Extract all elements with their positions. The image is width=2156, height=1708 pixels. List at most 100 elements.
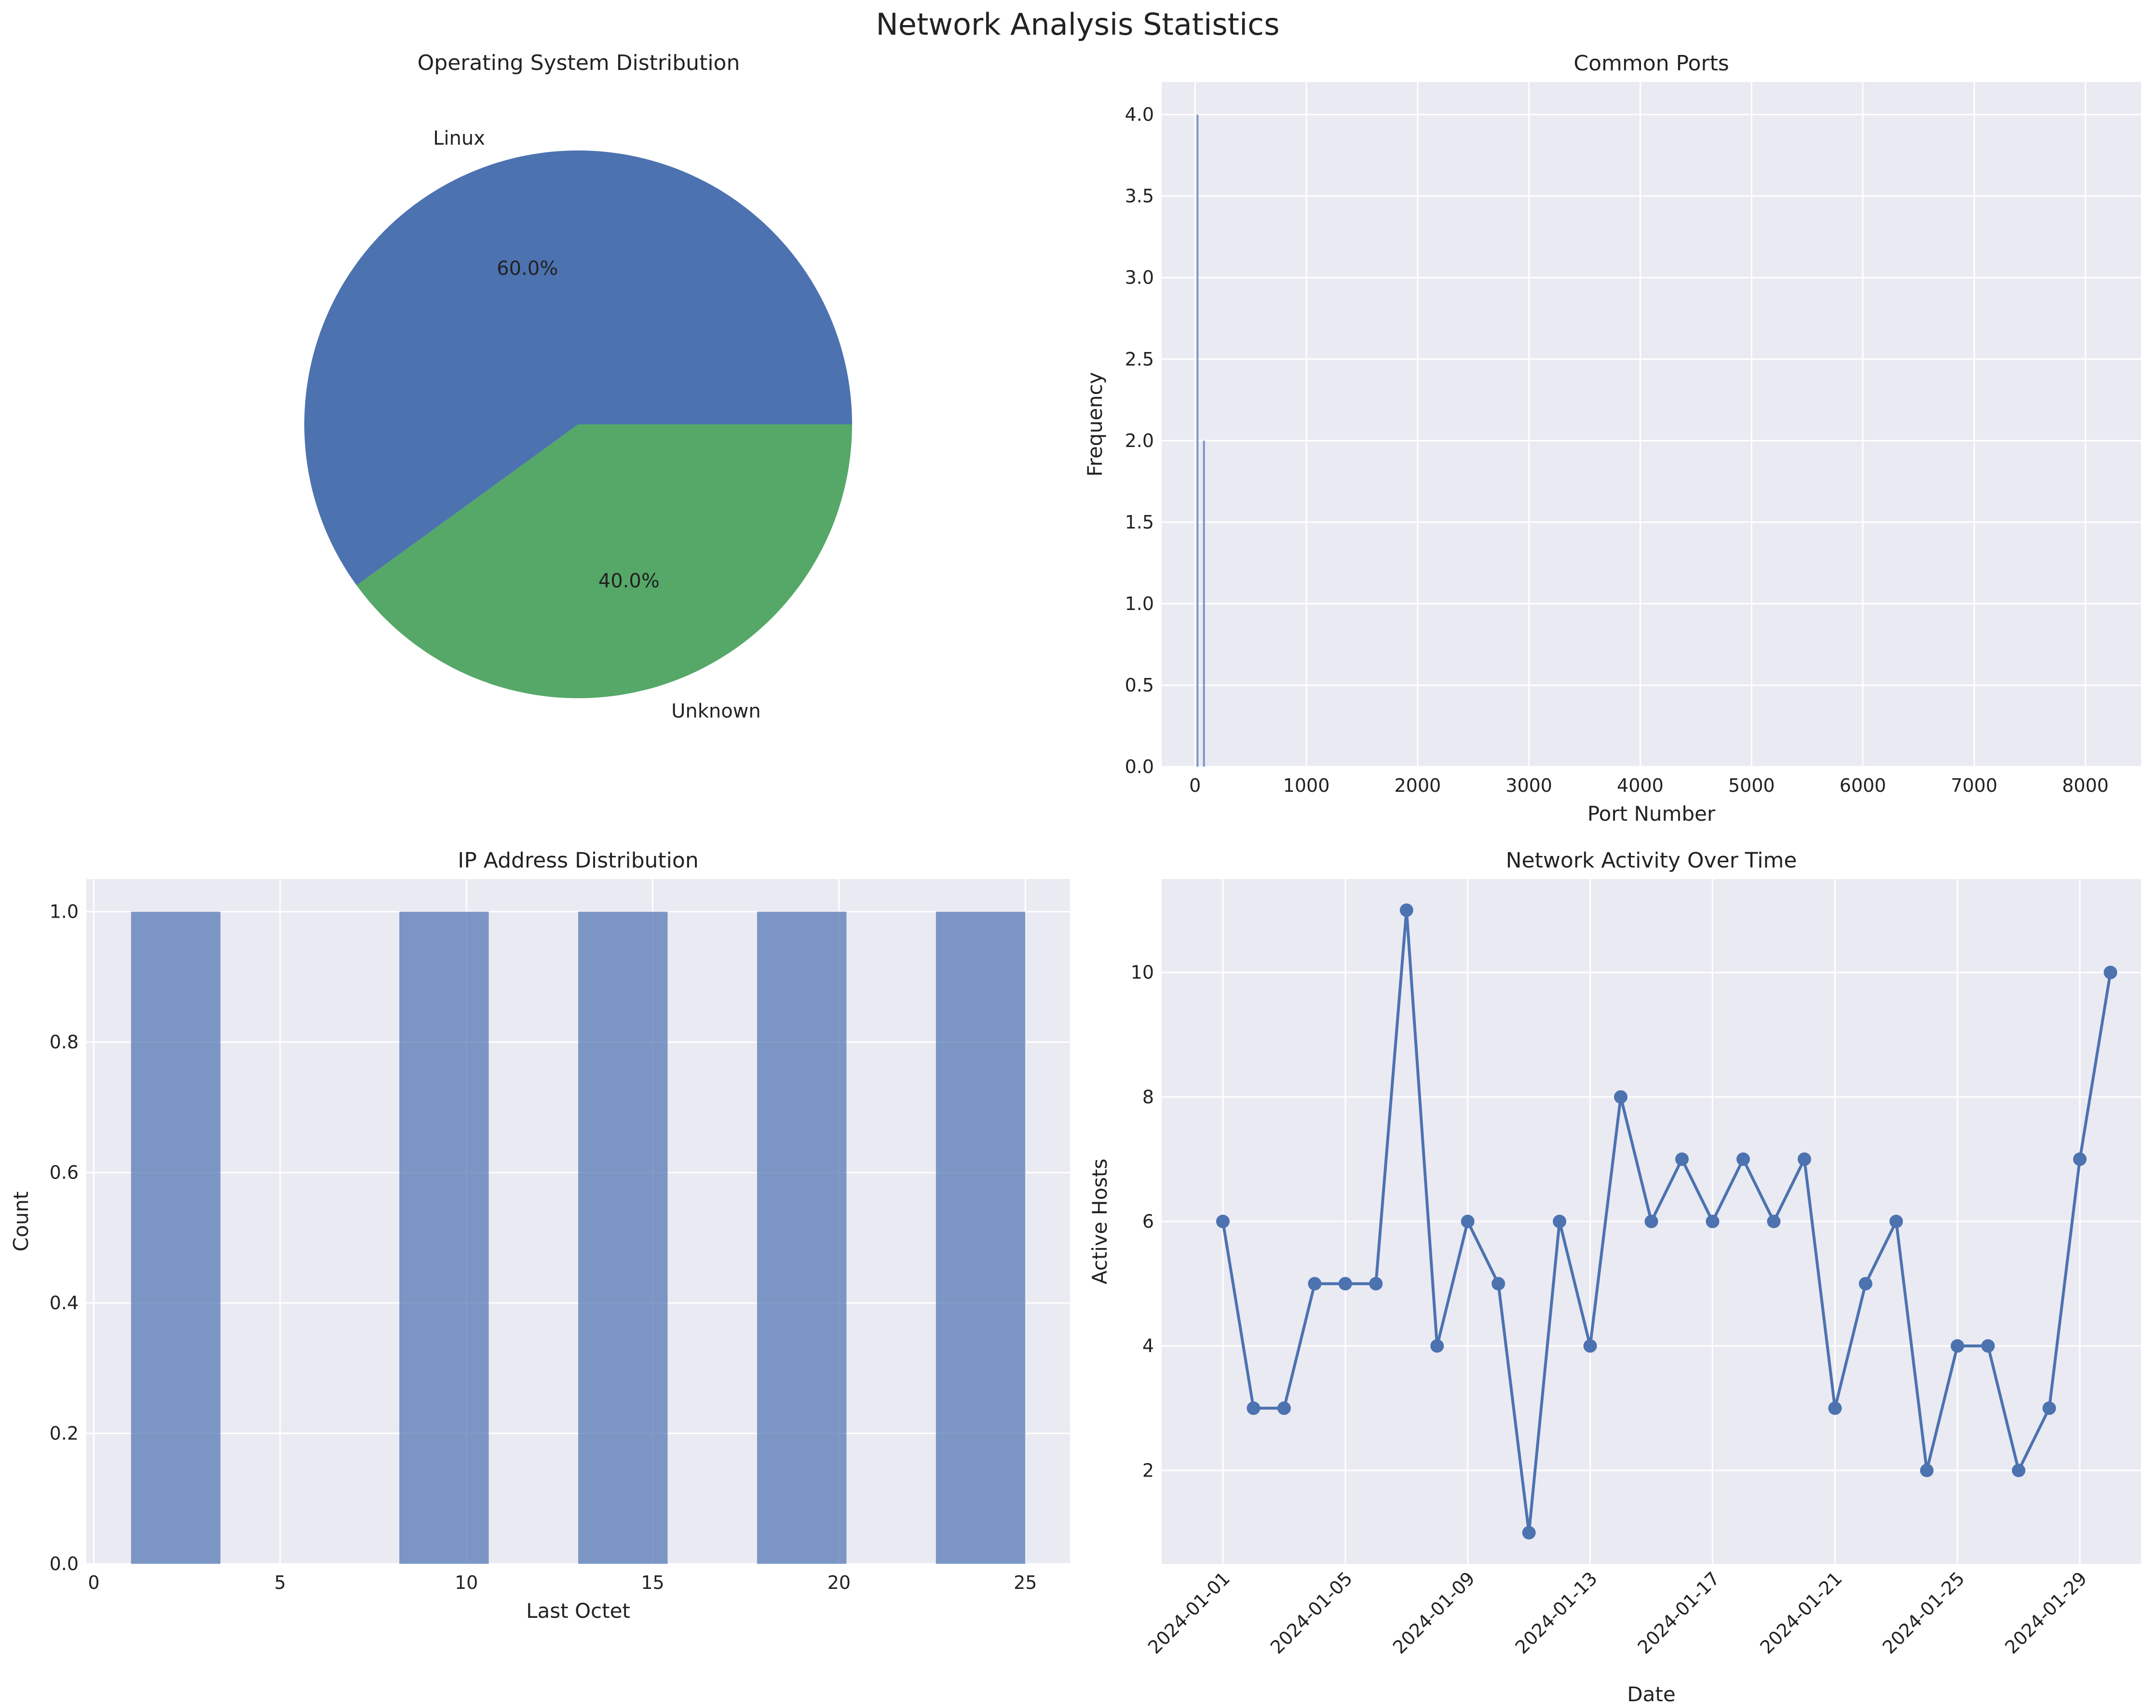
x-tick-label: 25 (1014, 1572, 1037, 1593)
x-tick-label: 10 (455, 1572, 478, 1593)
activity-point (1644, 1215, 1658, 1228)
y-tick-label: 10 (1131, 962, 1154, 983)
activity-point (1951, 1339, 1965, 1353)
y-tick-label: 3.0 (1125, 267, 1154, 288)
ip-histogram-bar (131, 911, 221, 1564)
y-axis-label: Count (9, 1192, 33, 1252)
activity-point (1614, 1090, 1628, 1104)
activity-point (1461, 1215, 1475, 1228)
y-tick-label: 0.5 (1125, 675, 1154, 696)
activity-point (1553, 1215, 1567, 1228)
x-tick-label: 0 (88, 1572, 99, 1593)
x-tick-label: 4000 (1617, 775, 1664, 796)
activity-point (2073, 1152, 2087, 1166)
chart-title: Network Activity Over Time (1506, 848, 1797, 873)
ip-histogram-bar (936, 911, 1026, 1564)
activity-point (1277, 1401, 1291, 1415)
activity-point (1675, 1152, 1689, 1166)
activity-point (1981, 1339, 1995, 1353)
ip-histogram-bar (757, 911, 847, 1564)
x-tick-label: 2024-01-01 (1144, 1568, 1234, 1658)
activity-point (1247, 1401, 1261, 1415)
activity-point (1828, 1401, 1842, 1415)
activity-point (1920, 1464, 1934, 1478)
activity-point (2012, 1464, 2026, 1478)
y-tick-label: 0.4 (50, 1292, 79, 1314)
x-tick-label: 2024-01-09 (1389, 1568, 1479, 1658)
activity-point (1583, 1339, 1597, 1353)
pie-slice-unknown (356, 424, 853, 699)
x-tick-label: 5000 (1728, 775, 1775, 796)
activity-point (1492, 1277, 1505, 1291)
chart-title: Operating System Distribution (418, 51, 740, 75)
y-tick-label: 4.0 (1125, 104, 1154, 125)
y-tick-label: 8 (1142, 1086, 1154, 1108)
y-tick-label: 6 (1142, 1211, 1154, 1232)
x-tick-label: 2024-01-29 (2001, 1568, 2091, 1658)
y-tick-label: 2.0 (1125, 430, 1154, 451)
pie-label: Linux (433, 127, 485, 149)
y-tick-label: 0.0 (50, 1553, 79, 1574)
y-axis-label: Active Hosts (1088, 1159, 1112, 1285)
x-tick-label: 1000 (1283, 775, 1330, 796)
chart-title: Common Ports (1573, 51, 1729, 76)
y-tick-label: 0.6 (50, 1162, 79, 1183)
pie-percent-label: 40.0% (598, 570, 660, 592)
figure-title: Network Analysis Statistics (876, 7, 1279, 42)
network-activity-chart: 2024-01-01 2024-01-05 2024-01-09 2024-01-13… (1088, 848, 2141, 1706)
activity-point (1216, 1215, 1230, 1228)
port-bar (1203, 440, 1205, 767)
x-tick-label: 0 (1189, 775, 1201, 796)
ip-histogram-bar (578, 911, 668, 1564)
activity-point (1430, 1339, 1444, 1353)
activity-point (1889, 1215, 1903, 1228)
activity-point (1797, 1152, 1811, 1166)
x-tick-label: 6000 (1840, 775, 1886, 796)
plot-area (1162, 82, 2141, 767)
activity-point (1858, 1277, 1872, 1291)
x-tick-label: 20 (827, 1572, 851, 1593)
ip-histogram-bar (399, 911, 489, 1564)
x-tick-label: 3000 (1505, 775, 1552, 796)
x-tick-label: 2024-01-05 (1266, 1568, 1356, 1658)
activity-point (1308, 1277, 1322, 1291)
x-tick-label: 2024-01-17 (1633, 1568, 1723, 1658)
activity-point (1736, 1152, 1750, 1166)
activity-point (2103, 965, 2117, 979)
activity-point (1522, 1526, 1536, 1540)
activity-point (1767, 1215, 1781, 1228)
activity-point (1399, 903, 1413, 917)
pie-label: Unknown (671, 700, 761, 722)
y-tick-label: 1.0 (1125, 593, 1154, 614)
chart-title: IP Address Distribution (458, 848, 698, 873)
x-axis-label: Last Octet (526, 1599, 630, 1623)
activity-point (2042, 1401, 2056, 1415)
y-axis-label: Frequency (1083, 372, 1107, 477)
activity-point (1369, 1277, 1383, 1291)
activity-point (1338, 1277, 1352, 1291)
x-axis-label: Port Number (1587, 802, 1716, 826)
activity-point (1706, 1215, 1720, 1228)
x-tick-label: 15 (641, 1572, 664, 1593)
y-tick-label: 1.5 (1125, 512, 1154, 533)
y-tick-label: 2.5 (1125, 349, 1154, 370)
y-tick-label: 0.0 (1125, 756, 1154, 777)
y-tick-label: 3.5 (1125, 186, 1154, 207)
y-tick-label: 1.0 (50, 901, 79, 922)
x-tick-label: 2024-01-25 (1878, 1568, 1968, 1658)
port-bar (1196, 114, 1199, 767)
x-axis-label: Date (1627, 1682, 1675, 1706)
y-tick-label: 0.8 (50, 1031, 79, 1053)
y-tick-label: 2 (1142, 1460, 1154, 1481)
x-tick-label: 7000 (1951, 775, 1997, 796)
x-tick-label: 2024-01-21 (1756, 1568, 1846, 1658)
common-ports-chart: 0 1000 2000 3000 4000 5000 6000 7000 8000 0.0 0.5 1… (1083, 51, 2141, 826)
ip-distribution-chart: 0 5 10 15 20 25 0.0 0.2 0.4 0.6 0.8 1.0 IP Address D… (9, 848, 1070, 1623)
y-tick-label: 4 (1142, 1335, 1154, 1356)
os-pie-chart: Operating System Distribution Linux 60.0% U… (304, 51, 853, 722)
x-tick-label: 2000 (1394, 775, 1441, 796)
x-tick-label: 5 (274, 1572, 286, 1593)
pie-percent-label: 60.0% (497, 258, 558, 280)
x-tick-label: 2024-01-13 (1511, 1568, 1601, 1658)
